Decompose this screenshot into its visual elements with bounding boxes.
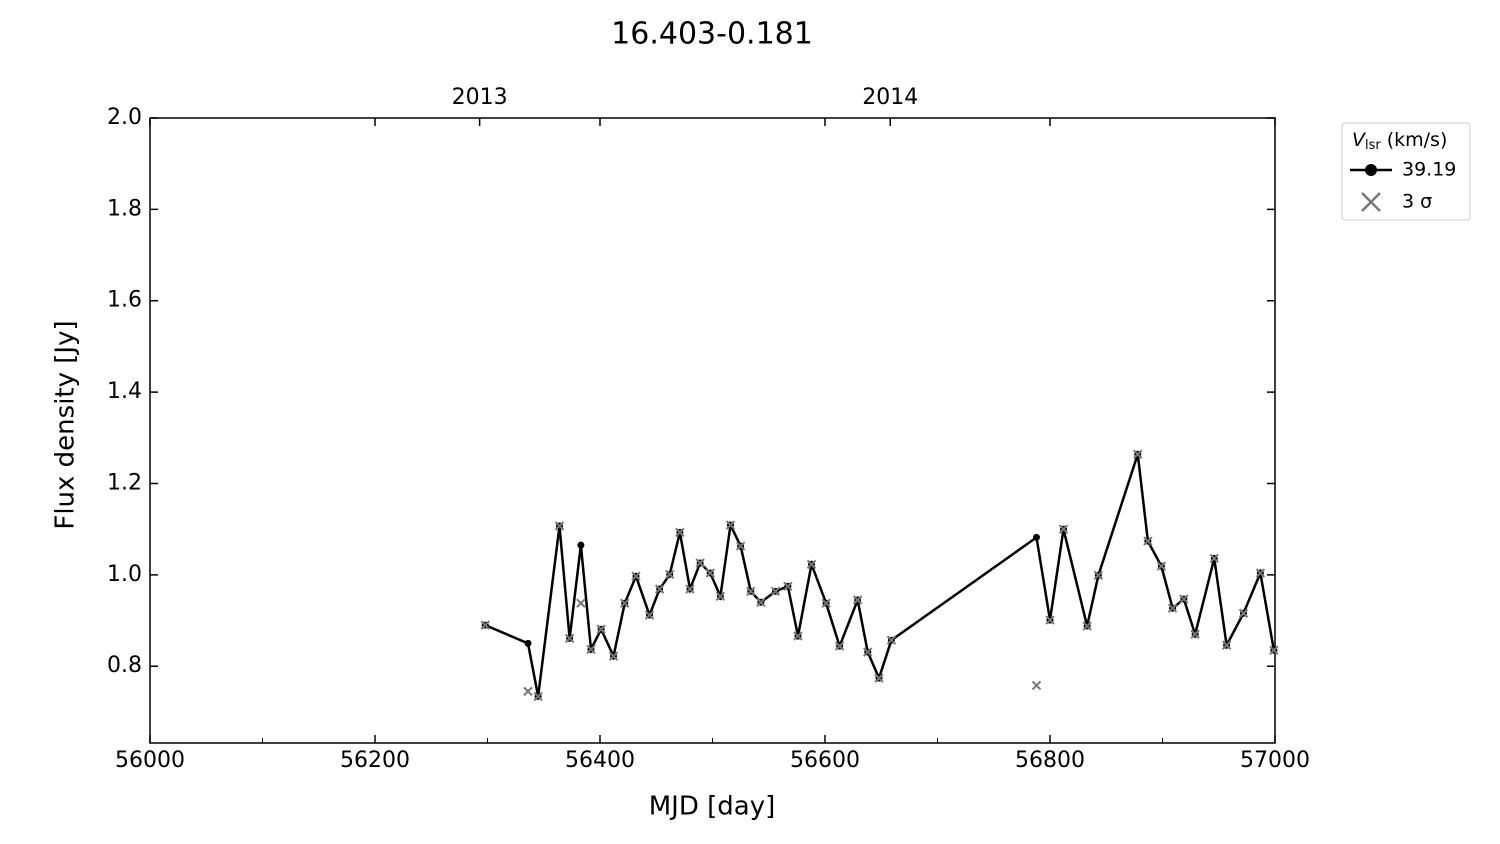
y-tick-label: 1.0 bbox=[107, 562, 142, 587]
x2-tick-label: 2013 bbox=[452, 85, 508, 110]
x-marker bbox=[852, 595, 863, 605]
x-marker bbox=[1238, 608, 1249, 618]
x-marker bbox=[1269, 645, 1279, 655]
x-marker bbox=[1156, 561, 1167, 571]
x-marker bbox=[746, 586, 756, 597]
x-marker bbox=[675, 527, 685, 538]
y-tick-label: 1.2 bbox=[107, 470, 142, 495]
x-tick-label: 56000 bbox=[115, 748, 185, 773]
legend-marker bbox=[1365, 164, 1377, 176]
plot-frame bbox=[149, 117, 1276, 744]
y-tick-label: 1.6 bbox=[107, 288, 142, 313]
x-marker bbox=[1255, 568, 1266, 578]
x-marker bbox=[554, 521, 565, 531]
x-marker bbox=[1209, 553, 1219, 564]
x-tick-label: 56800 bbox=[1015, 748, 1085, 773]
data-point bbox=[577, 541, 585, 549]
x-marker bbox=[1221, 640, 1232, 650]
y-axis-label: Flux density [Jy] bbox=[51, 320, 81, 529]
legend-title-unit: (km/s) bbox=[1387, 129, 1448, 151]
y-tick-label: 0.8 bbox=[107, 653, 142, 678]
x-marker bbox=[874, 673, 884, 683]
x-marker bbox=[886, 635, 897, 645]
x-marker bbox=[564, 633, 575, 644]
y-tick-label: 1.8 bbox=[107, 196, 142, 221]
x-marker bbox=[1133, 449, 1143, 459]
x-marker bbox=[1058, 524, 1069, 534]
x-marker bbox=[770, 586, 781, 597]
x-marker bbox=[631, 571, 641, 581]
x-marker bbox=[705, 568, 715, 578]
x-tick-label: 57000 bbox=[1240, 748, 1310, 773]
x-marker bbox=[1045, 615, 1055, 625]
x-marker bbox=[735, 541, 746, 551]
x-marker bbox=[576, 598, 586, 608]
x-marker bbox=[620, 598, 630, 608]
legend-label: 3 σ bbox=[1402, 191, 1432, 213]
x-marker bbox=[715, 591, 726, 602]
x-marker bbox=[821, 598, 831, 608]
x2-tick-label: 2014 bbox=[862, 85, 918, 110]
x-marker bbox=[1093, 570, 1104, 581]
y-tick-label: 1.4 bbox=[107, 379, 142, 404]
x-marker bbox=[756, 597, 766, 607]
legend-box bbox=[1341, 122, 1471, 221]
x-marker bbox=[685, 584, 695, 594]
data-point bbox=[524, 639, 532, 647]
x-axis-label: MJD [day] bbox=[649, 792, 776, 822]
x-tick-label: 56200 bbox=[340, 748, 410, 773]
x-marker bbox=[1167, 603, 1178, 613]
legend-title-subscript: lsr bbox=[1365, 138, 1381, 153]
x-marker bbox=[1143, 536, 1153, 546]
x-marker bbox=[793, 631, 803, 641]
x-marker bbox=[523, 686, 533, 697]
x-marker bbox=[654, 584, 665, 594]
x-marker bbox=[834, 641, 845, 651]
x-marker bbox=[1031, 680, 1042, 691]
x-marker bbox=[1190, 629, 1200, 639]
x-marker bbox=[644, 610, 655, 620]
x-marker bbox=[665, 569, 675, 580]
chart-title: 16.403-0.181 bbox=[611, 17, 813, 52]
x-marker bbox=[863, 647, 873, 657]
x-marker bbox=[608, 651, 619, 661]
x-marker bbox=[480, 620, 490, 630]
x-marker bbox=[806, 559, 817, 570]
x-marker bbox=[586, 644, 596, 655]
data-point bbox=[1033, 533, 1040, 541]
x-marker bbox=[596, 624, 606, 634]
x-marker bbox=[1082, 621, 1092, 631]
x-marker bbox=[725, 520, 736, 530]
legend-title: Vlsr (km/s) bbox=[1352, 129, 1447, 153]
y-tick-label: 2.0 bbox=[107, 105, 142, 130]
x-tick-label: 56400 bbox=[565, 748, 635, 773]
x-marker bbox=[695, 558, 705, 568]
series-line bbox=[484, 453, 1276, 697]
x-marker bbox=[1361, 192, 1381, 212]
legend-title-symbol: V bbox=[1352, 129, 1367, 151]
x-tick-label: 56600 bbox=[790, 748, 860, 773]
x-marker bbox=[533, 691, 543, 702]
legend-label: 39.19 bbox=[1402, 159, 1456, 181]
x-marker bbox=[783, 581, 793, 592]
x-marker bbox=[1179, 594, 1189, 604]
